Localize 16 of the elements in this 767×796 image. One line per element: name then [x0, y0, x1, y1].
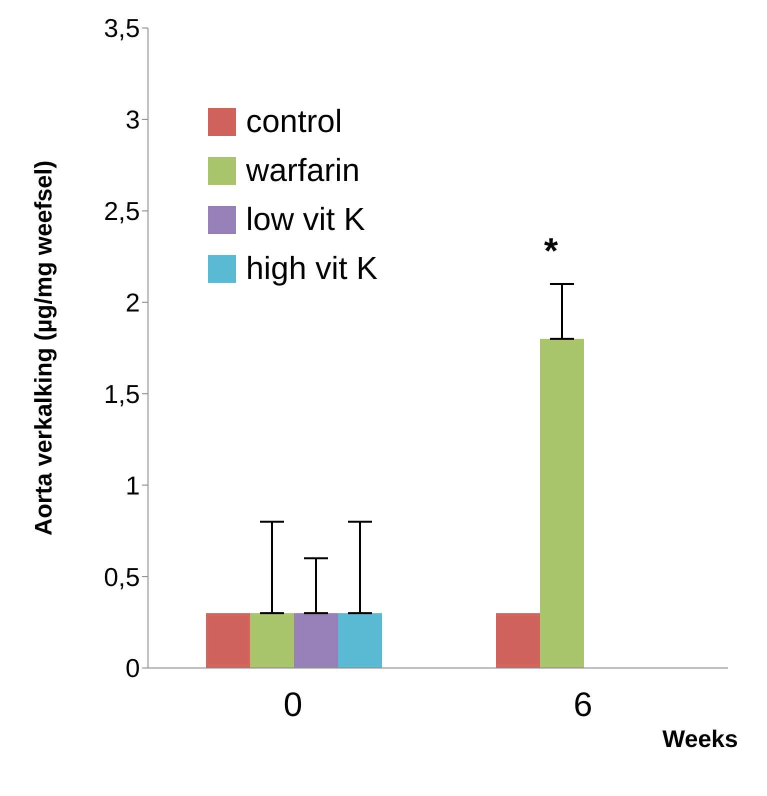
y-tick-label: 3	[126, 104, 140, 135]
y-tick-label: 0	[126, 653, 140, 684]
y-tick-label: 0,5	[104, 562, 140, 592]
y-tick-label: 1	[126, 470, 140, 500]
y-axis-title: Aorta verkalking (µg/mg weefsel)	[30, 160, 58, 536]
y-tick-label: 3,5	[104, 13, 140, 44]
legend-label: high vit K	[246, 250, 378, 287]
annotation: *	[544, 230, 558, 272]
y-tick-label: 1,5	[104, 378, 140, 409]
x-tick-label: 6	[574, 686, 592, 724]
y-tick-label: 2	[126, 288, 140, 318]
y-tick-label: 2,5	[104, 196, 140, 226]
legend-label: warfarin	[246, 152, 360, 189]
legend-label: low vit K	[246, 201, 366, 238]
x-axis-title: Weeks	[662, 726, 738, 754]
legend-label: control	[246, 103, 342, 140]
